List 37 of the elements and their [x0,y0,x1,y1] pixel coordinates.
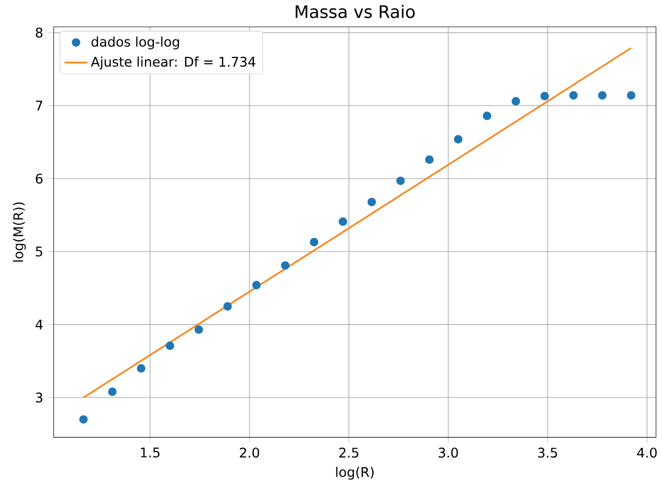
y-axis-title: log(M(R)) [12,202,26,262]
point [626,91,636,100]
legend-label: Ajuste linear: Df = 1.734 [90,56,256,70]
x-tick-label: 4.0 [637,448,657,458]
point [252,280,261,290]
point [338,217,348,226]
point [396,176,405,186]
y-tick-label: 7 [36,100,42,110]
point [512,97,520,106]
point [569,91,578,100]
x-tick-label: 2.0 [240,448,260,458]
point [136,364,146,373]
point [425,155,434,164]
x-axis-title: log(R) [336,466,374,480]
point [482,112,492,120]
point [310,238,318,246]
point [108,387,117,396]
y-tick-label: 3 [36,392,42,403]
x-tick-label: 2.5 [339,448,358,458]
chart-title: Massa vs Raio [296,4,415,18]
y-tick-label: 6 [36,174,43,184]
legend-label: dados log-log [92,36,179,50]
point [79,415,88,424]
point [598,91,607,100]
x-tick-label: 3.0 [438,448,458,458]
point [281,261,290,270]
point [166,341,174,350]
x-tick-label: 1.5 [141,448,160,458]
point [367,198,376,206]
y-tick-label: 8 [36,28,42,38]
y-tick-label: 4 [36,320,43,330]
x-tick-label: 3.5 [538,448,558,458]
point [223,302,232,311]
point [454,134,462,144]
y-tick-label: 5 [36,246,42,257]
point [194,325,204,334]
point [540,92,549,100]
